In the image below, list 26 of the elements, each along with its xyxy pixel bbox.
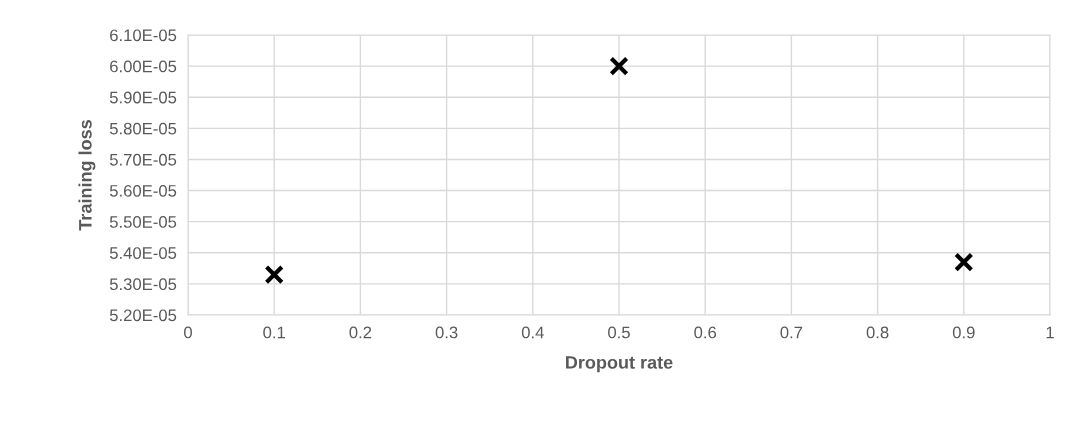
x-tick-label: 0.1 <box>263 326 285 339</box>
x-tick-label: 0 <box>184 326 192 339</box>
x-tick-label: 0.5 <box>608 326 630 339</box>
point <box>264 264 284 285</box>
y-tick-label: 5.60E-05 <box>109 184 177 197</box>
x-tick-label: 0.4 <box>521 326 544 339</box>
x-tick-label: 0.8 <box>866 326 889 339</box>
y-tick-label: 5.40E-05 <box>109 247 177 259</box>
y-tick-label: 5.50E-05 <box>109 216 177 228</box>
x-tick-label: 1 <box>1046 326 1054 339</box>
x-tick-label: 0.6 <box>694 326 717 339</box>
y-axis-title: Training loss <box>78 120 96 231</box>
y-tick-label: 5.20E-05 <box>109 309 177 322</box>
point <box>954 252 974 272</box>
y-tick-label: 6.00E-05 <box>110 60 177 73</box>
y-tick-label: 5.30E-05 <box>109 278 177 291</box>
x-tick-label: 0.3 <box>435 326 458 339</box>
y-tick-label: 5.70E-05 <box>109 153 177 166</box>
y-tick-label: 5.80E-05 <box>109 122 177 135</box>
x-tick-label: 0.9 <box>952 326 975 339</box>
x-tick-label: 0.7 <box>780 326 803 339</box>
y-tick-label: 5.90E-05 <box>109 91 177 104</box>
x-tick-label: 0.2 <box>349 326 372 339</box>
y-tick-label: 6.10E-05 <box>110 29 177 42</box>
x-axis-title: Dropout rate <box>566 356 673 373</box>
point <box>609 56 629 76</box>
